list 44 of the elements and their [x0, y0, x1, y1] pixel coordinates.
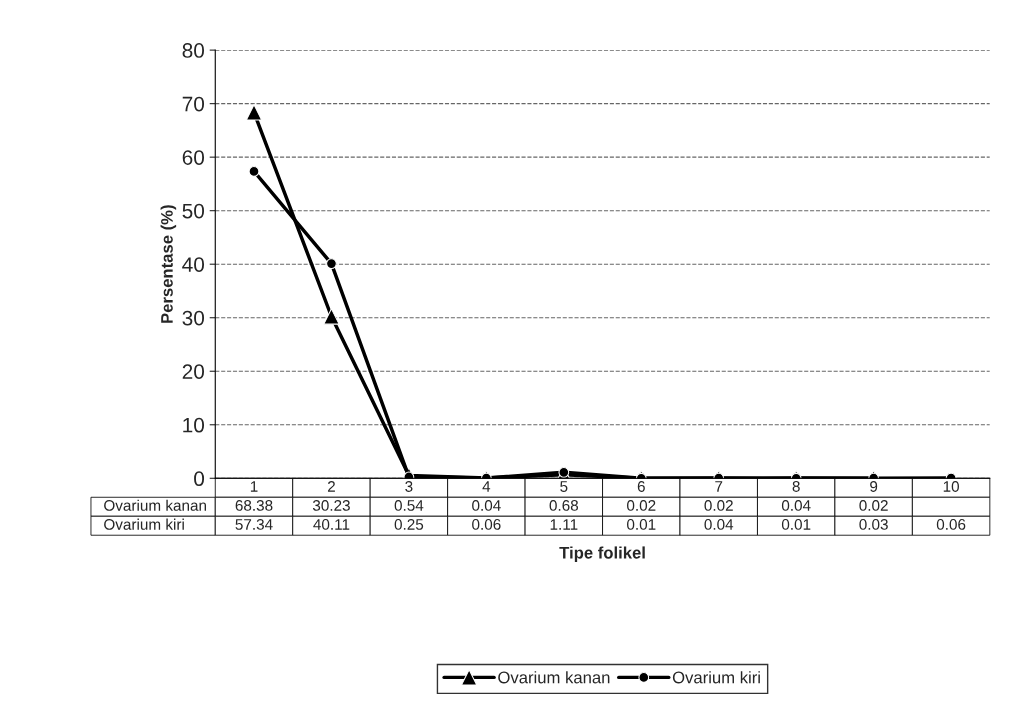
data-label: 1.11 — [550, 519, 578, 530]
x-tick-label: 4 — [482, 481, 491, 492]
y-axis-title: Persentase (%) — [160, 205, 177, 323]
y-tick-label: 80 — [182, 43, 205, 58]
data-label: 0.04 — [781, 500, 811, 511]
data-label: 0.25 — [394, 519, 424, 530]
data-label: 0.02 — [704, 500, 733, 511]
data-label: 0.54 — [394, 500, 424, 511]
y-tick-label: 30 — [182, 310, 205, 326]
data-label: 0.02 — [627, 500, 656, 511]
y-tick-label: 20 — [182, 364, 205, 379]
y-tick-label: 10 — [183, 417, 205, 433]
x-tick-label: 6 — [637, 481, 645, 492]
x-tick-label: 5 — [560, 481, 568, 492]
data-label: 0.01 — [781, 519, 811, 530]
x-axis-title: Tipe folikel — [559, 546, 645, 562]
data-label: 0.04 — [704, 519, 734, 530]
data-label: 0.68 — [549, 500, 579, 511]
legend-label: Ovarium kiri — [672, 671, 760, 684]
y-tick-label: 50 — [182, 203, 205, 219]
x-tick-label: 7 — [715, 481, 723, 492]
data-label: 0.02 — [859, 500, 888, 511]
x-tick-label: 1 — [250, 481, 258, 492]
data-label: 0.04 — [472, 500, 501, 511]
data-label: 30.23 — [312, 500, 350, 511]
data-label: 0.06 — [472, 519, 501, 530]
y-tick-label: 40 — [182, 257, 205, 272]
data-label: 0.01 — [627, 519, 656, 530]
x-tick-label: 9 — [870, 481, 878, 492]
x-tick-label: 2 — [327, 481, 335, 492]
data-label: 0.06 — [936, 519, 966, 530]
data-label: 57.34 — [235, 519, 273, 530]
y-tick-label: 0 — [194, 471, 205, 487]
data-label: 68.38 — [235, 500, 273, 511]
data-label: 40.11 — [313, 519, 350, 530]
x-tick-label: 8 — [792, 481, 800, 492]
y-tick-label: 70 — [182, 96, 205, 112]
y-tick-label: 60 — [182, 150, 205, 165]
text: Ovarium kanan — [104, 499, 206, 511]
x-tick-label: 10 — [943, 481, 959, 492]
data-label: 0.03 — [859, 519, 888, 530]
legend-label: Ovarium kanan — [498, 671, 610, 684]
text: Ovarium kiri — [104, 518, 184, 530]
x-tick-label: 3 — [405, 481, 413, 492]
